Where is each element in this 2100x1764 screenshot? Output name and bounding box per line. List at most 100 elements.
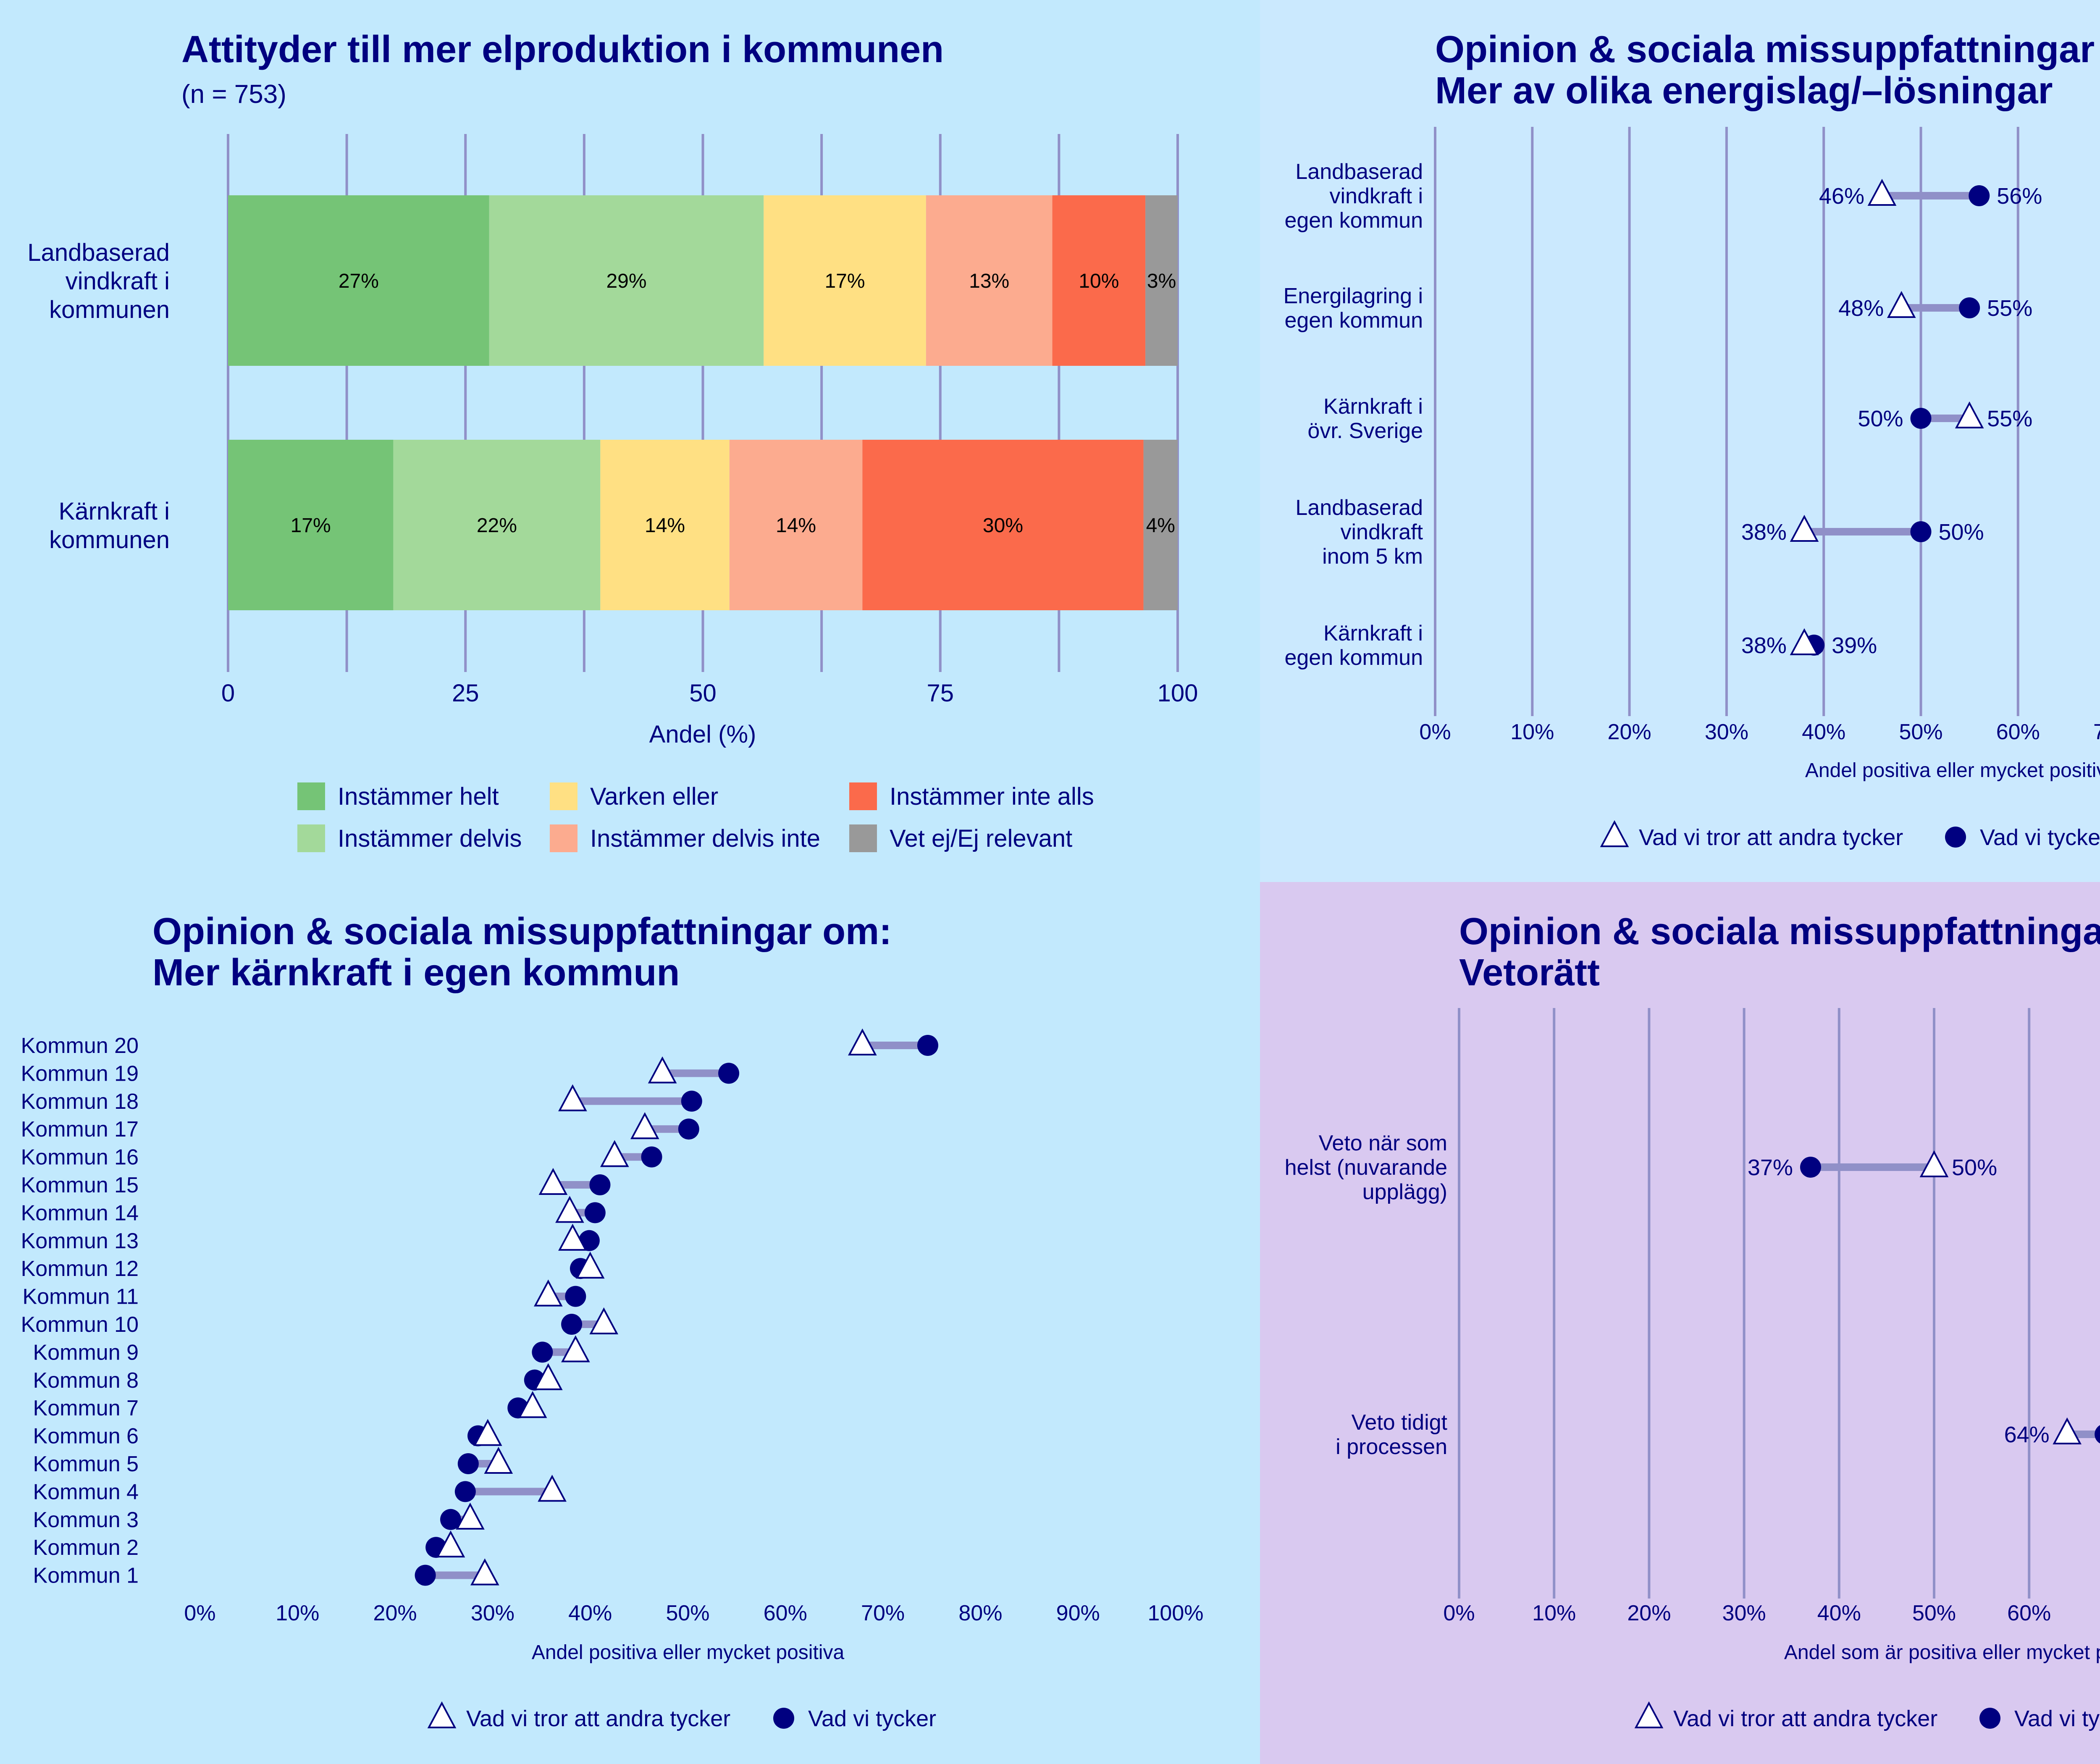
value-label-low: 64% (2004, 1422, 2050, 1447)
circle-marker-own-opinion (681, 1090, 702, 1112)
value-label-low: 48% (1838, 296, 1884, 321)
y-axis-label: vindkraft i (66, 268, 170, 295)
y-axis-label: Kommun 19 (21, 1061, 139, 1086)
legend-label: Vad vi tycker (1980, 825, 2100, 850)
bar-value-label: 27% (339, 270, 379, 292)
legend-circle-icon (1945, 827, 1966, 848)
triangle-marker-perceived-opinion (1790, 514, 1819, 542)
value-label-low: 46% (1819, 184, 1864, 209)
circle-marker-own-opinion (1800, 1157, 1821, 1178)
bar-segment (926, 195, 1053, 366)
legend-swatch (849, 782, 877, 810)
y-axis-label: Kommun 20 (21, 1034, 139, 1058)
y-axis-label: Kommun 7 (33, 1396, 139, 1420)
bar-segment (600, 440, 730, 610)
x-tick-label: 10% (1532, 1601, 1576, 1625)
legend-label: Vet ej/Ej relevant (890, 825, 1072, 852)
kommun-title-line2: Mer kärnkraft i egen kommun (152, 952, 680, 994)
x-tick-label: 50% (1912, 1601, 1956, 1625)
panel-veto: Opinion & sociala missuppfattningar om: … (1285, 911, 2100, 1731)
x-tick-label: 25 (452, 680, 479, 707)
y-axis-label: Kommun 10 (21, 1312, 139, 1337)
y-axis-label: Kommun 13 (21, 1229, 139, 1253)
x-tick-label: 0 (221, 680, 235, 707)
x-tick-label: 30% (471, 1601, 514, 1625)
triangle-marker-perceived-opinion (470, 1558, 499, 1586)
y-axis-label: övr. Sverige (1307, 419, 1423, 443)
attitudes-x-axis-title: Andel (%) (649, 721, 756, 748)
legend-label: Instämmer inte alls (890, 783, 1094, 810)
circle-marker-own-opinion (917, 1035, 938, 1056)
bar-segment (764, 195, 926, 366)
bar-segment (862, 440, 1144, 610)
veto-title-line1: Opinion & sociala missuppfattningar om: (1459, 911, 2100, 953)
x-tick-label: 40% (1802, 720, 1845, 744)
x-tick-label: 0% (1443, 1601, 1475, 1625)
circle-marker-own-opinion (1910, 521, 1932, 542)
y-axis-label: i processen (1336, 1435, 1447, 1459)
y-axis-label: Veto när som (1319, 1131, 1447, 1155)
legend-triangle-icon (1634, 1701, 1664, 1729)
circle-marker-own-opinion (1959, 297, 1980, 318)
y-axis-label: egen kommun (1284, 308, 1423, 333)
circle-marker-own-opinion (718, 1063, 740, 1084)
panel-attitudes: Attityder till mer elproduktion i kommun… (27, 29, 1198, 852)
x-tick-label: 75 (927, 680, 954, 707)
triangle-marker-perceived-opinion (484, 1446, 513, 1474)
circle-marker-own-opinion (589, 1174, 611, 1195)
x-tick-label: 60% (1996, 720, 2040, 744)
circle-marker-own-opinion (561, 1314, 583, 1335)
attitudes-subtitle: (n = 753) (181, 80, 286, 109)
bar-value-label: 13% (969, 270, 1009, 292)
x-tick-label: 70% (861, 1601, 905, 1625)
legend-circle-icon (1979, 1708, 2000, 1729)
x-tick-label: 50% (666, 1601, 709, 1625)
legend-label: Instämmer delvis inte (590, 825, 820, 852)
triangle-marker-perceived-opinion (1955, 401, 1984, 429)
y-axis-label: Kommun 17 (21, 1117, 139, 1142)
bar-value-label: 14% (776, 514, 816, 537)
value-label-low: 50% (1858, 406, 1903, 431)
legend-label: Vad vi tror att andra tycker (466, 1706, 730, 1731)
y-axis-label: Veto tidigt (1352, 1410, 1448, 1435)
triangle-marker-perceived-opinion (538, 1475, 567, 1502)
x-tick-label: 50 (689, 680, 717, 707)
value-label-high: 56% (1997, 184, 2042, 209)
triangle-marker-perceived-opinion (456, 1502, 485, 1530)
y-axis-label: Kommun 15 (21, 1173, 139, 1197)
legend-swatch (550, 824, 578, 852)
value-label-high: 55% (1987, 406, 2032, 431)
triangle-marker-perceived-opinion (1867, 178, 1897, 206)
x-tick-label: 30% (1705, 720, 1748, 744)
x-tick-label: 90% (1056, 1601, 1100, 1625)
x-tick-label: 0% (184, 1601, 215, 1625)
x-tick-label: 10% (276, 1601, 319, 1625)
bar-value-label: 10% (1079, 270, 1119, 292)
x-tick-label: 50% (1899, 720, 1942, 744)
triangle-marker-perceived-opinion (561, 1335, 590, 1362)
x-tick-label: 100% (1148, 1601, 1204, 1625)
y-axis-label: Kommun 12 (21, 1257, 139, 1281)
circle-marker-own-opinion (457, 1453, 479, 1474)
y-axis-label: Kommun 6 (33, 1424, 139, 1449)
triangle-marker-perceived-opinion (1790, 628, 1819, 656)
y-axis-label: Kommun 5 (33, 1452, 139, 1476)
x-tick-label: 60% (2007, 1601, 2051, 1625)
triangle-marker-perceived-opinion (648, 1056, 677, 1084)
y-axis-label: vindkraft i (1329, 184, 1423, 208)
y-axis-label: Kommun 1 (33, 1564, 139, 1588)
x-tick-label: 20% (1608, 720, 1651, 744)
triangle-marker-perceived-opinion (848, 1028, 877, 1056)
legend-swatch (297, 824, 325, 852)
bar-value-label: 17% (824, 270, 865, 292)
legend-label: Vad vi tror att andra tycker (1673, 1706, 1937, 1731)
triangle-marker-perceived-opinion (589, 1307, 619, 1335)
x-tick-label: 20% (1627, 1601, 1671, 1625)
y-axis-label: Kärnkraft i (1323, 621, 1423, 646)
x-tick-label: 60% (764, 1601, 807, 1625)
legend-label: Vad vi tycker (808, 1706, 936, 1731)
x-tick-label: 70% (2093, 720, 2100, 744)
triangle-marker-perceived-opinion (473, 1419, 502, 1446)
y-axis-label: egen kommun (1284, 646, 1423, 670)
triangle-marker-perceived-opinion (533, 1363, 563, 1390)
